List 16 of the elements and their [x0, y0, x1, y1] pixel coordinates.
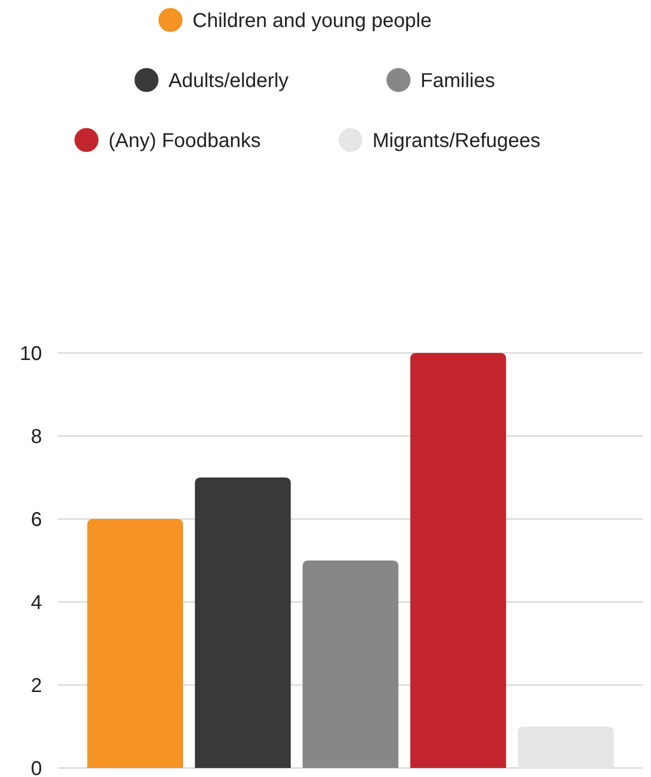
legend-label: Migrants/Refugees	[372, 130, 540, 152]
legend-label: Families	[420, 70, 495, 92]
bar	[518, 726, 614, 768]
bar	[302, 560, 398, 768]
legend-label: (Any) Foodbanks	[108, 130, 261, 152]
y-tick-label: 6	[30, 509, 42, 531]
y-tick-label: 0	[30, 758, 42, 777]
bar	[410, 353, 506, 768]
y-tick-label: 10	[20, 343, 42, 365]
bar	[194, 478, 291, 768]
y-tick-label: 4	[30, 592, 42, 614]
legend-label: Adults/elderly	[168, 70, 289, 92]
y-tick-label: 8	[30, 426, 42, 448]
y-tick-label: 2	[30, 675, 42, 697]
bar	[87, 519, 184, 768]
legend-label: Children and young people	[192, 10, 432, 32]
